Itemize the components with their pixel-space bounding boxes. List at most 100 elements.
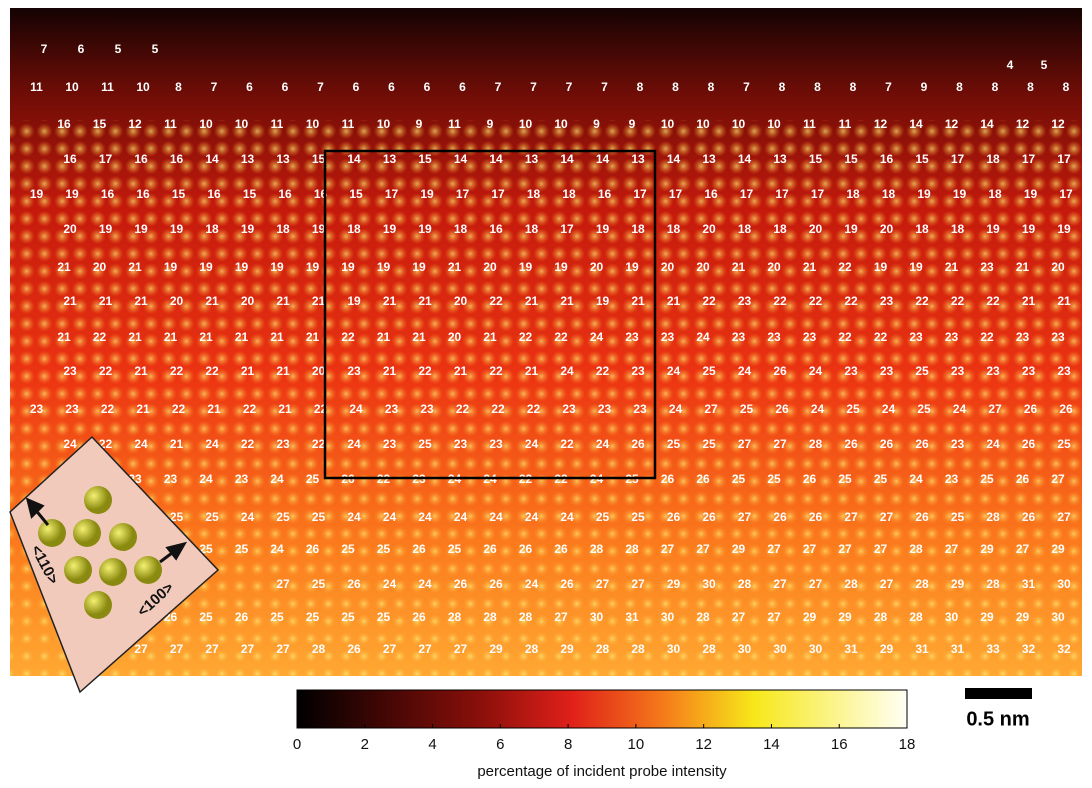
- column-count: 25: [270, 610, 284, 624]
- column-count: 10: [65, 80, 79, 94]
- column-count: 21: [207, 402, 221, 416]
- column-count: 16: [134, 152, 148, 166]
- column-count: 10: [732, 117, 746, 131]
- column-count: 17: [951, 152, 965, 166]
- column-count: 18: [988, 187, 1002, 201]
- column-count: 22: [951, 294, 965, 308]
- column-count: 24: [953, 402, 967, 416]
- column-count: 30: [1057, 577, 1071, 591]
- column-count: 21: [631, 294, 645, 308]
- column-count: 11: [164, 117, 177, 131]
- column-count: 24: [418, 577, 432, 591]
- column-count: 24: [347, 510, 361, 524]
- column-count: 19: [306, 260, 320, 274]
- column-count: 19: [1022, 222, 1036, 236]
- column-count: 28: [625, 542, 639, 556]
- column-count: 5: [115, 42, 122, 56]
- column-count: 31: [951, 642, 965, 656]
- column-count: 16: [880, 152, 894, 166]
- column-count: 24: [270, 472, 284, 486]
- column-count: 23: [30, 402, 44, 416]
- column-count: 16: [207, 187, 221, 201]
- column-count: 21: [134, 364, 148, 378]
- column-count: 24: [669, 402, 683, 416]
- column-count: 17: [99, 152, 113, 166]
- column-count: 25: [980, 472, 994, 486]
- column-count: 18: [525, 222, 539, 236]
- column-count: 21: [560, 294, 574, 308]
- column-count: 17: [669, 187, 683, 201]
- column-count: 22: [312, 437, 326, 451]
- column-count: 21: [57, 330, 71, 344]
- column-count: 26: [235, 610, 249, 624]
- column-count: 7: [601, 80, 608, 94]
- column-count: 26: [306, 542, 320, 556]
- column-count: 22: [489, 364, 503, 378]
- column-count: 24: [205, 437, 219, 451]
- column-count: 13: [383, 152, 397, 166]
- column-count: 23: [65, 402, 79, 416]
- column-count: 23: [1057, 364, 1071, 378]
- column-count: 24: [525, 577, 539, 591]
- column-count: 23: [633, 402, 647, 416]
- page: {"image": { "top_left": [7, 6, 5, 5], "t…: [0, 0, 1092, 783]
- column-count: 23: [235, 472, 249, 486]
- column-count: 30: [738, 642, 752, 656]
- column-count: 17: [1057, 152, 1071, 166]
- column-count: 23: [945, 472, 959, 486]
- column-count: 10: [199, 117, 213, 131]
- column-count: 28: [986, 577, 1000, 591]
- column-count: 19: [312, 222, 326, 236]
- column-count: 21: [1016, 260, 1030, 274]
- column-count: 29: [838, 610, 852, 624]
- column-count: 19: [844, 222, 858, 236]
- colorbar-tick-label: 16: [831, 736, 848, 753]
- scale-bar: [965, 688, 1032, 699]
- column-count: 21: [276, 294, 290, 308]
- column-count: 22: [809, 294, 823, 308]
- column-count: 31: [625, 610, 639, 624]
- column-count: 7: [495, 80, 502, 94]
- column-count: 22: [844, 294, 858, 308]
- column-count: 23: [980, 260, 994, 274]
- column-count: 26: [809, 510, 823, 524]
- column-count: 15: [915, 152, 929, 166]
- column-count: 26: [1016, 472, 1030, 486]
- column-count: 26: [1059, 402, 1073, 416]
- column-count: 26: [702, 510, 716, 524]
- column-count: 19: [170, 222, 184, 236]
- column-count: 17: [811, 187, 825, 201]
- column-count: 14: [980, 117, 994, 131]
- column-count: 23: [945, 330, 959, 344]
- column-count: 25: [874, 472, 888, 486]
- column-count: 19: [341, 260, 355, 274]
- column-count: 26: [803, 472, 817, 486]
- colorbar-tick-label: 8: [564, 736, 572, 753]
- column-count: 32: [1022, 642, 1036, 656]
- column-count: 28: [525, 642, 539, 656]
- column-count: 25: [767, 472, 781, 486]
- column-count: 24: [63, 437, 77, 451]
- figure: 7655451110111087667666677778887888798888…: [0, 0, 1092, 783]
- column-count: 23: [767, 330, 781, 344]
- column-count: 23: [661, 330, 675, 344]
- column-count: 19: [596, 222, 610, 236]
- column-count: 29: [980, 610, 994, 624]
- column-count: 20: [590, 260, 604, 274]
- column-count: 25: [915, 364, 929, 378]
- column-count: 16: [704, 187, 718, 201]
- column-count: 24: [270, 542, 284, 556]
- column-count: 16: [170, 152, 184, 166]
- column-count: 22: [560, 437, 574, 451]
- column-count: 26: [560, 577, 574, 591]
- column-count: 29: [560, 642, 574, 656]
- column-count: 26: [412, 542, 426, 556]
- column-count: 26: [519, 542, 533, 556]
- column-count: 24: [241, 510, 255, 524]
- column-count: 18: [631, 222, 645, 236]
- column-count: 19: [917, 187, 931, 201]
- colorbar-tick-label: 6: [496, 736, 504, 753]
- column-count: 27: [880, 577, 894, 591]
- column-count: 8: [1063, 80, 1070, 94]
- column-count: 11: [448, 117, 461, 131]
